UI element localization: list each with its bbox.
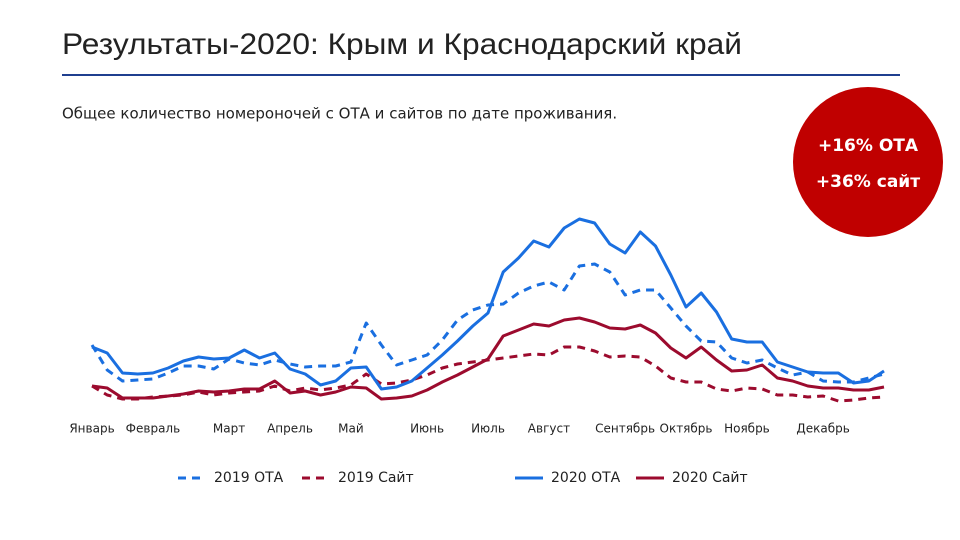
x-tick-label: Июль <box>471 422 505 436</box>
x-tick-label: Январь <box>69 422 114 436</box>
x-tick-label: Май <box>338 422 364 436</box>
badge <box>793 87 943 237</box>
x-tick-label: Август <box>528 422 570 436</box>
legend-label: 2019 ОТА <box>214 470 284 486</box>
x-tick-label: Февраль <box>126 422 181 436</box>
series-line <box>91 217 885 391</box>
x-tick-label: Ноябрь <box>724 422 770 436</box>
badge-text: +16% ОТА <box>818 136 919 156</box>
series-line <box>91 316 885 401</box>
badge-text: +36% сайт <box>816 172 920 192</box>
x-tick-label: Апрель <box>267 422 313 436</box>
slide-title: Результаты-2020: Крым и Краснодарский кр… <box>62 28 742 61</box>
x-tick-label: Сентябрь <box>595 422 655 436</box>
x-tick-label: Июнь <box>410 422 444 436</box>
subtitle: Общее количество номероночей с ОТА и сай… <box>62 105 617 123</box>
legend-label: 2020 Сайт <box>672 470 748 486</box>
x-tick-label: Декабрь <box>796 422 849 436</box>
series-line <box>90 262 885 384</box>
x-tick-label: Март <box>213 422 245 436</box>
legend-label: 2019 Сайт <box>338 470 414 486</box>
legend-label: 2020 ОТА <box>551 470 621 486</box>
x-tick-label: Октябрь <box>660 422 713 436</box>
